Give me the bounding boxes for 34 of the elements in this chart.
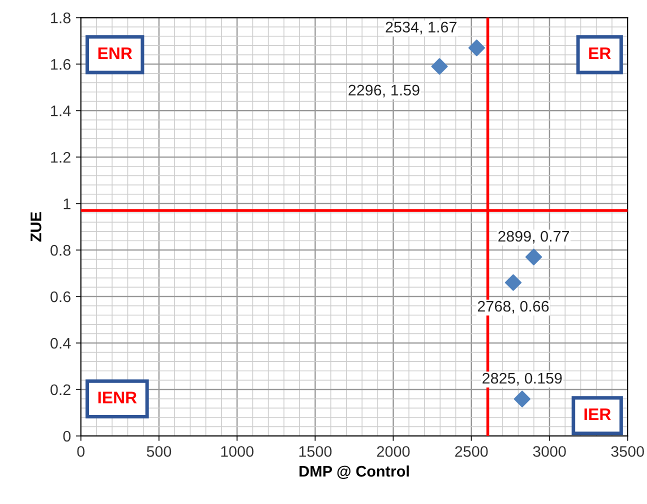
annotation: IER [584, 408, 611, 420]
x-axis-title: DMP @ Control [300, 465, 409, 479]
point [504, 274, 522, 291]
y-tick-label: 1.2 [51, 152, 70, 163]
y-tick-label: 0.2 [50, 384, 70, 396]
x-tick-label: 3500 [611, 446, 644, 457]
annotation: ER [589, 48, 611, 59]
x-tick-label: 2000 [377, 446, 410, 457]
annotation: 2825, 0.159 [482, 372, 562, 386]
point [468, 40, 485, 56]
x-tick-label: 1000 [221, 446, 254, 457]
annotation: ENR [98, 48, 132, 59]
point [514, 390, 530, 408]
x-tick-label: 1500 [299, 446, 332, 457]
annotation: 2768, 0.66 [478, 300, 549, 314]
point [431, 58, 448, 75]
x-tick-label: 3000 [533, 446, 566, 457]
annotation: IENR [98, 392, 137, 404]
y-tick-label: 0.4 [50, 338, 71, 349]
point [525, 248, 542, 266]
x-tick-label: 500 [146, 446, 172, 457]
annotation: 2296, 1.59 [348, 84, 420, 98]
y-tick-label: 1.6 [51, 58, 70, 70]
x-tick-label: 2500 [455, 446, 488, 457]
annotation: 2899, 0.77 [498, 230, 570, 244]
y-tick-label: 0.6 [50, 291, 70, 302]
annotation: 2534, 1.67 [386, 22, 456, 34]
y-tick-label: 1.8 [51, 12, 70, 24]
y-tick-label: 0.8 [50, 244, 70, 256]
y-axis-title: ZUE [30, 212, 42, 242]
x-tick-label: 0 [77, 446, 85, 457]
y-tick-label: 1 [64, 198, 70, 210]
y-tick-label: 1.4 [51, 106, 71, 116]
y-tick-label: 0 [63, 430, 71, 442]
